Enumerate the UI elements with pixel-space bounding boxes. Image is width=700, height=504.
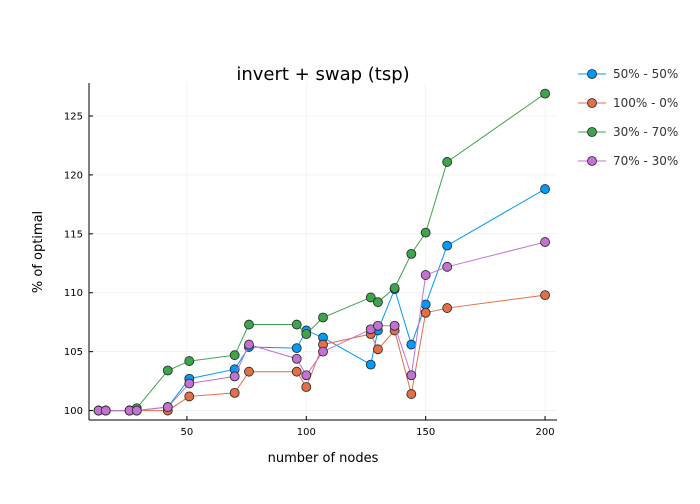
data-point <box>318 312 328 323</box>
legend-label: 30% - 70% <box>613 125 678 139</box>
data-point <box>406 248 417 259</box>
data-point <box>420 227 431 238</box>
y-tick-label: 115 <box>64 229 83 240</box>
data-point <box>406 370 417 381</box>
data-point <box>184 391 195 402</box>
data-point <box>244 319 254 330</box>
legend-label: 70% - 30% <box>613 154 678 168</box>
data-point <box>540 88 550 99</box>
x-tick-label: 100 <box>297 427 316 438</box>
axes: 50 100 150 200 100 105 110 115 120 125 <box>64 83 557 438</box>
data-point <box>365 292 376 303</box>
x-tick-label: 150 <box>416 427 435 438</box>
data-point <box>318 346 328 357</box>
legend: 50% - 50% 100% - 0% 30% - 70% 70% - 30% <box>578 67 678 168</box>
legend-item: 30% - 70% <box>578 125 678 139</box>
data-point <box>301 329 312 339</box>
data-point <box>420 299 431 310</box>
chart-title: invert + swap (tsp) <box>236 64 409 85</box>
legend-item: 50% - 50% <box>578 67 678 81</box>
y-tick-label: 105 <box>64 347 83 358</box>
data-point <box>100 405 111 416</box>
legend-item: 100% - 0% <box>578 96 678 110</box>
data-point <box>540 237 550 247</box>
y-tick-label: 125 <box>64 111 83 122</box>
data-point <box>244 366 254 377</box>
legend-marker <box>587 69 597 79</box>
legend-marker <box>587 156 597 166</box>
data-point <box>291 319 302 330</box>
data-point <box>229 350 240 361</box>
data-point <box>540 184 550 194</box>
data-point <box>420 307 431 318</box>
data-point <box>162 402 173 412</box>
x-tick-label: 200 <box>536 427 555 438</box>
data-point <box>184 356 195 366</box>
data-point <box>442 303 453 313</box>
data-point <box>442 240 453 251</box>
data-point <box>131 405 142 416</box>
data-point <box>373 297 383 308</box>
legend-label: 50% - 50% <box>613 67 678 81</box>
y-axis-title: % of optimal <box>31 211 46 293</box>
data-point <box>229 371 240 382</box>
y-tick-label: 110 <box>64 288 83 299</box>
data-point <box>373 344 383 355</box>
data-point <box>540 290 550 300</box>
legend-marker <box>587 98 597 108</box>
data-point <box>373 320 383 331</box>
y-tick-label: 100 <box>64 406 83 417</box>
data-point <box>406 389 417 399</box>
data-point <box>291 343 302 354</box>
legend-marker <box>587 127 597 137</box>
data-point <box>184 378 195 389</box>
data-point <box>420 270 431 280</box>
series-group <box>93 88 550 416</box>
legend-item: 70% - 30% <box>578 154 678 168</box>
data-point <box>291 366 302 377</box>
data-point <box>244 339 254 350</box>
data-point <box>301 370 312 381</box>
series-70-30 <box>93 237 550 416</box>
data-point <box>442 157 453 167</box>
data-point <box>365 359 376 370</box>
data-point <box>442 261 453 272</box>
data-point <box>389 320 400 331</box>
data-point <box>229 387 240 398</box>
x-axis-title: number of nodes <box>268 451 379 466</box>
data-point <box>406 339 417 350</box>
data-point <box>291 353 302 364</box>
x-tick-label: 50 <box>181 427 194 438</box>
legend-label: 100% - 0% <box>613 96 678 110</box>
y-tick-label: 120 <box>64 170 83 181</box>
data-point <box>162 365 173 376</box>
data-point <box>389 283 400 293</box>
data-point <box>301 382 312 392</box>
